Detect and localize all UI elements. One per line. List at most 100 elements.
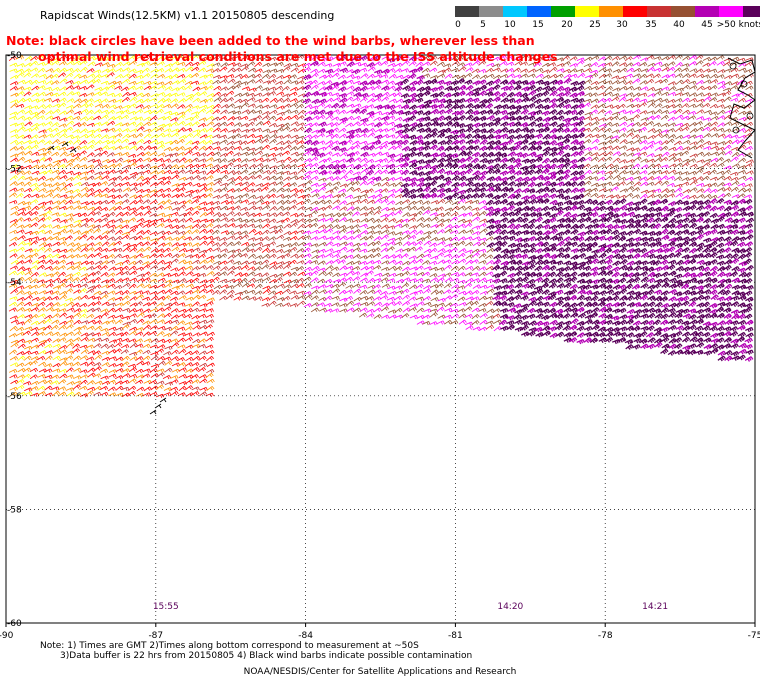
wind-barb [24, 55, 33, 61]
wind-barb [408, 307, 417, 312]
wind-barb [402, 260, 411, 266]
wind-barb [563, 77, 572, 84]
wind-barb [346, 307, 355, 312]
wind-barb [290, 86, 299, 92]
wind-barb [533, 61, 542, 68]
wind-barb [274, 152, 284, 157]
wind-barb [184, 236, 193, 241]
wind-barb [443, 253, 452, 258]
wind-barb [325, 133, 335, 138]
wind-barb [372, 260, 382, 265]
wind-barb [324, 73, 333, 79]
wind-barb [297, 109, 306, 116]
wind-barb [30, 252, 39, 258]
wind-barb [485, 199, 494, 206]
wind-barb [143, 210, 152, 216]
wind-barb [591, 279, 600, 285]
wind-barb [232, 128, 242, 133]
wind-barb [451, 85, 460, 92]
wind-barb [45, 74, 54, 80]
wind-barb [23, 308, 32, 313]
wind-barb [696, 109, 705, 115]
wind-barb [198, 223, 207, 230]
wind-barb [198, 128, 207, 133]
wind-barb [212, 68, 221, 73]
wind-barb [87, 61, 96, 67]
wind-barb [136, 230, 145, 235]
wind-barb [513, 74, 522, 79]
wind-barb [702, 162, 711, 168]
wind-barb [562, 103, 572, 110]
wind-barb [107, 307, 116, 313]
wind-barb [465, 177, 474, 183]
wind-barb [464, 222, 473, 229]
wind-barb [583, 63, 592, 68]
wind-barb [429, 67, 438, 73]
wind-barb [610, 169, 619, 175]
wind-barb [365, 270, 374, 276]
wind-barb [666, 138, 675, 145]
wind-barb [352, 75, 361, 80]
wind-barb [506, 115, 516, 122]
wind-barb [163, 180, 172, 186]
wind-barb [122, 133, 131, 139]
wind-barb [135, 55, 145, 60]
wind-barb [450, 294, 459, 300]
wind-barb [667, 122, 677, 127]
wind-barb [528, 68, 537, 73]
wind-barb [681, 162, 690, 168]
wind-barb [339, 117, 349, 123]
wind-barb [499, 278, 508, 284]
wind-barb [388, 218, 397, 223]
wind-barb [65, 162, 74, 168]
wind-barb [255, 183, 264, 188]
wind-barb [198, 108, 207, 114]
wind-barb [640, 57, 649, 62]
wind-barb [618, 176, 627, 182]
wind-barb [85, 103, 94, 109]
wind-barb [723, 144, 732, 151]
wind-barb [457, 115, 466, 121]
wind-barb [9, 296, 18, 301]
wind-barb [372, 218, 381, 224]
wind-barb [346, 230, 355, 235]
wind-barb [639, 260, 649, 266]
wind-barb [590, 295, 599, 302]
wind-barb [43, 97, 53, 103]
wind-barb [100, 217, 109, 223]
wind-barb [64, 235, 73, 241]
wind-barb [121, 234, 130, 240]
wind-barb [213, 284, 222, 290]
wind-barb [162, 247, 171, 253]
colorbar-swatch [503, 6, 527, 17]
wind-barb [191, 277, 200, 283]
wind-barb [415, 110, 424, 116]
wind-barb-flag [476, 110, 480, 115]
wind-barb [156, 81, 165, 86]
wind-barb [570, 97, 579, 103]
wind-barb [407, 115, 417, 121]
wind-barb [241, 102, 250, 108]
wind-barb [143, 128, 152, 133]
wind-barb [478, 55, 487, 61]
wind-barb [709, 85, 718, 91]
wind-barb [241, 109, 250, 114]
wind-barb [73, 261, 82, 266]
wind-barb [619, 116, 628, 121]
wind-barb [170, 103, 179, 109]
wind-barb [541, 80, 551, 86]
wind-barb [619, 93, 628, 98]
wind-barb-flag [525, 93, 528, 98]
wind-barb [416, 159, 425, 165]
wind-barb [617, 301, 627, 308]
wind-barb [163, 128, 172, 133]
wind-barb [330, 81, 340, 87]
wind-barb [233, 105, 243, 110]
wind-barb [394, 307, 403, 313]
wind-barb [289, 193, 299, 198]
wind-barb [394, 236, 403, 242]
wind-barb [59, 78, 68, 84]
wind-barb [549, 301, 558, 308]
wind-barb [591, 121, 600, 126]
wind-barb [443, 63, 452, 68]
